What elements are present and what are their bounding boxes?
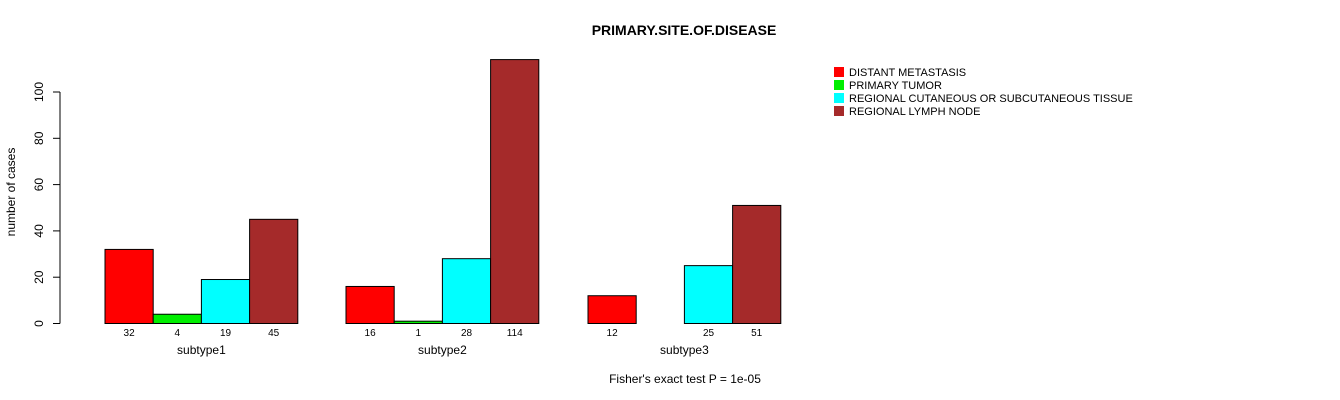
bar [732,204,782,324]
bar [200,279,251,325]
bar [345,285,395,324]
y-tick-label: 40 [32,224,46,238]
y-tick-label: 60 [32,178,46,192]
bar-value-label: 28 [461,328,473,339]
chart-title: PRIMARY.SITE.OF.DISEASE [592,22,777,38]
bar-value-label: 1 [416,328,422,339]
y-axis-label: number of cases [4,148,18,237]
bar [490,59,540,325]
category-label: subtype2 [418,343,467,357]
y-tick-label: 20 [32,270,46,284]
bar-value-label: 16 [365,328,377,339]
y-tick-label: 80 [32,131,46,145]
bar [587,295,637,325]
bar-value-label: 51 [751,328,763,339]
bar-value-label: 4 [175,328,181,339]
y-tick-label: 100 [32,82,46,102]
legend-swatch [834,80,844,90]
legend-entry-label: REGIONAL LYMPH NODE [849,106,980,118]
bar-value-label: 114 [507,328,523,339]
bar-value-label: 12 [607,328,619,339]
category-label: subtype3 [660,343,709,357]
bar [393,320,443,324]
category-label: subtype1 [177,343,226,357]
footnote: Fisher's exact test P = 1e-05 [609,372,761,386]
bar-value-label: 45 [268,328,280,339]
legend-entry-label: REGIONAL CUTANEOUS OR SUBCUTANEOUS TISSU… [849,93,1133,105]
bar-labels-group: 32 4 19 45 16 1 28 114 12 25 51 [124,328,763,339]
legend-swatch [834,106,844,116]
y-axis: 0 20 40 60 80 100 [32,82,61,327]
bar-value-label: 25 [703,328,715,339]
legend-swatch [834,93,844,103]
bar [104,248,154,324]
bar [152,313,202,324]
bar [683,265,734,324]
bar [249,218,299,324]
legend-swatch [834,67,844,77]
category-labels-group: subtype1 subtype2 subtype3 [177,343,709,357]
bars-group [104,59,782,325]
bar [441,258,492,324]
legend-entry-label: PRIMARY TUMOR [849,80,942,92]
y-tick-label: 0 [32,320,46,327]
bar-value-label: 32 [124,328,136,339]
bar-value-label: 19 [220,328,232,339]
legend-entry-label: DISTANT METASTASIS [849,67,966,79]
